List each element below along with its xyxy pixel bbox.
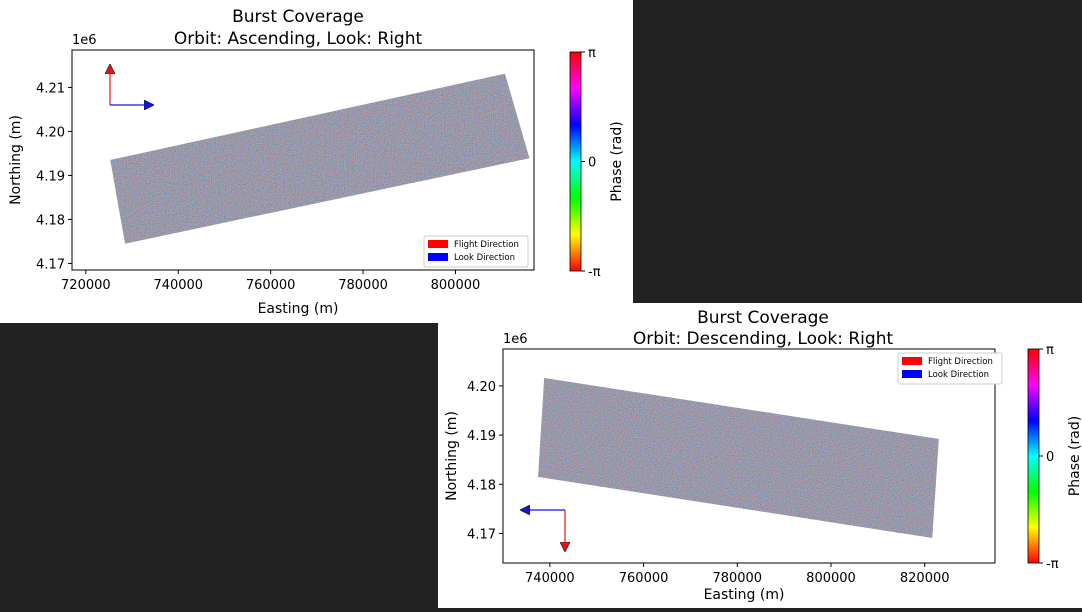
colorbar (569, 51, 582, 272)
colorbar-tick-label: 0 (588, 156, 596, 171)
legend-box (897, 352, 1003, 385)
y-tick-label: 4.20 (467, 380, 496, 395)
colorbar-tick-label: -π (1046, 557, 1059, 572)
y-tick-label: 4.17 (467, 527, 496, 542)
chart-title: Burst Coverage (232, 7, 364, 27)
colorbar-label: Phase (rad) (1067, 416, 1082, 496)
y-tick-label: 4.18 (36, 213, 65, 228)
y-offset-label: 1e6 (503, 332, 528, 347)
legend-swatch (428, 240, 448, 248)
colorbar-label: Phase (rad) (609, 121, 625, 201)
burst-footprint-phase (538, 378, 939, 538)
y-tick-label: 4.17 (36, 257, 65, 272)
legend-label: Look Direction (454, 253, 515, 263)
y-tick-label: 4.18 (467, 478, 496, 493)
burst-coverage-descending-panel: Burst Coverage Orbit: Descending, Look: R… (438, 303, 1082, 608)
y-offset-label: 1e6 (72, 33, 97, 48)
x-tick-label: 780000 (712, 571, 762, 586)
legend-label: Flight Direction (928, 357, 993, 367)
chart-subtitle: Orbit: Descending, Look: Right (633, 329, 894, 349)
burst-coverage-ascending-panel: Burst Coverage Orbit: Ascending, Look: Ri… (0, 0, 633, 323)
x-axis-label: Easting (m) (704, 587, 785, 603)
x-tick-label: 760000 (246, 278, 296, 293)
burst-footprint-phase (110, 73, 530, 244)
colorbar-tick-label: π (588, 46, 596, 61)
x-tick-label: 800000 (806, 571, 856, 586)
y-tick-label: 4.20 (36, 125, 65, 140)
y-axis-label: Northing (m) (8, 115, 24, 205)
colorbar-tick-label: -π (588, 265, 601, 280)
x-axis-label: Easting (m) (258, 301, 339, 317)
colorbar-tick-label: π (1046, 343, 1054, 358)
legend-swatch (428, 253, 448, 261)
legend-box (423, 235, 529, 268)
colorbar-tick-label: 0 (1046, 450, 1054, 465)
colorbar (1027, 348, 1040, 564)
x-tick-label: 780000 (338, 278, 388, 293)
legend: Flight Direction Look Direction (897, 352, 1003, 385)
y-tick-label: 4.21 (36, 81, 65, 96)
legend: Flight Direction Look Direction (423, 235, 529, 268)
legend-label: Look Direction (928, 370, 989, 380)
y-tick-label: 4.19 (36, 169, 65, 184)
x-tick-label: 720000 (61, 278, 111, 293)
x-tick-label: 760000 (619, 571, 669, 586)
x-tick-label: 740000 (525, 571, 575, 586)
y-tick-label: 4.19 (467, 429, 496, 444)
x-tick-label: 820000 (900, 571, 950, 586)
x-tick-label: 800000 (431, 278, 481, 293)
legend-label: Flight Direction (454, 240, 519, 250)
legend-swatch (902, 357, 922, 365)
legend-swatch (902, 370, 922, 378)
chart-title: Burst Coverage (697, 308, 829, 328)
x-tick-label: 740000 (153, 278, 203, 293)
chart-subtitle: Orbit: Ascending, Look: Right (174, 29, 423, 49)
y-axis-label: Northing (m) (444, 411, 460, 501)
